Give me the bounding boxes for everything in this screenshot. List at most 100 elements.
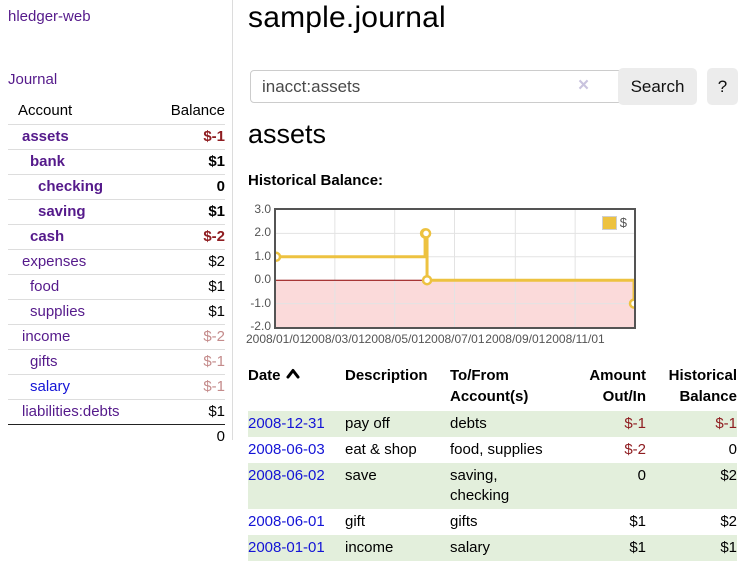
transaction-row: 2008-06-02 save saving, checking 0 $2 [248, 463, 737, 509]
y-axis-tick-label: -1.0 [250, 295, 271, 310]
y-axis-tick-label: 0.0 [254, 272, 271, 287]
series-color-swatch [601, 215, 617, 230]
account-row: gifts $-1 [8, 349, 225, 375]
y-axis-tick-label: 3.0 [254, 202, 271, 216]
sidebar-item-journal[interactable]: Journal [8, 71, 58, 88]
transaction-balance: $1 [720, 539, 737, 556]
transaction-accounts: salary [450, 539, 491, 556]
account-row: liabilities:debts $1 [8, 399, 225, 425]
account-link[interactable]: food [30, 278, 60, 295]
app-title-link[interactable]: hledger-web [8, 8, 91, 25]
account-balance: $-2 [203, 228, 225, 245]
transaction-amount: $1 [629, 539, 646, 556]
date-link[interactable]: 2008-01-01 [248, 539, 325, 556]
chart-plot-area[interactable]: $ [274, 208, 636, 329]
series-label: $ [619, 215, 627, 230]
account-balance: $-1 [203, 128, 225, 145]
account-balance: $1 [208, 303, 225, 320]
search-button[interactable]: Search [618, 68, 697, 105]
transaction-amount: 0 [637, 467, 646, 484]
account-balance: $-2 [203, 328, 225, 345]
sort-ascending-icon [286, 369, 300, 379]
account-link[interactable]: cash [30, 228, 65, 245]
transaction-amount: $1 [629, 513, 646, 530]
accounts-table-header: Account Balance [8, 100, 225, 125]
account-row: bank $1 [8, 149, 225, 175]
search-input[interactable] [250, 70, 631, 103]
y-axis-tick-label: 2.0 [254, 225, 271, 240]
transaction-row: 2008-06-03 eat & shop food, supplies $-2 0 [248, 437, 737, 463]
clear-search-icon[interactable]: × [578, 75, 590, 96]
account-heading: assets [248, 119, 327, 149]
accounts-total-value: 0 [216, 428, 225, 445]
account-link[interactable]: income [22, 328, 71, 345]
account-link[interactable]: bank [30, 153, 66, 170]
x-axis-tick-label: 2008/07/01 [424, 332, 485, 346]
transaction-balance: $-1 [715, 415, 737, 432]
date-link[interactable]: 2008-12-31 [248, 415, 325, 432]
transaction-accounts: food, supplies [450, 441, 543, 458]
account-link[interactable]: assets [22, 128, 69, 145]
date-link[interactable]: 2008-06-02 [248, 467, 325, 484]
account-link[interactable]: supplies [30, 303, 86, 320]
transaction-row: 2008-12-31 pay off debts $-1 $-1 [248, 411, 737, 437]
chart-heading: Historical Balance: [248, 172, 384, 189]
balance-column-header: Balance [170, 102, 225, 119]
transaction-amount: $-1 [624, 415, 646, 432]
account-balance: $2 [208, 253, 225, 270]
account-link[interactable]: gifts [30, 353, 58, 370]
account-link[interactable]: expenses [22, 253, 87, 270]
transaction-accounts: debts [450, 415, 487, 432]
accounts-total-row: 0 [8, 424, 225, 450]
account-link[interactable]: liabilities:debts [22, 403, 120, 420]
transaction-accounts: gifts [450, 513, 478, 530]
x-axis-tick-label: 2008/03/01 [304, 332, 365, 346]
date-link[interactable]: 2008-06-03 [248, 441, 325, 458]
x-axis-tick-label: 2008/01/01 [245, 332, 307, 346]
transaction-description: pay off [345, 415, 390, 432]
x-axis-tick-label: 2008/05/01 [364, 332, 425, 346]
date-column-header[interactable]: Date [248, 362, 345, 411]
transaction-amount: $-2 [624, 441, 646, 458]
account-link[interactable]: salary [30, 378, 71, 395]
account-balance: $1 [208, 403, 225, 420]
account-link[interactable]: checking [38, 178, 104, 195]
x-axis-tick-label: 2008/09/01 [485, 332, 546, 346]
x-axis-tick-label: 2008/11/01 [545, 332, 605, 346]
account-balance: $-1 [203, 353, 225, 370]
transaction-accounts: saving, checking [450, 467, 510, 504]
account-balance: 0 [216, 178, 225, 195]
page-title: sample.journal [248, 1, 446, 34]
account-column-header: Account [18, 102, 73, 119]
accounts-column-header: To/From Account(s) [450, 367, 529, 405]
transaction-balance: 0 [728, 441, 737, 458]
account-row: supplies $1 [8, 299, 225, 325]
y-axis-tick-label: -2.0 [250, 319, 271, 333]
balance-column-header: Historical Balance [668, 367, 737, 405]
transaction-description: eat & shop [345, 441, 417, 458]
transaction-description: income [345, 539, 394, 556]
account-row: income $-2 [8, 324, 225, 350]
account-row: cash $-2 [8, 224, 225, 250]
account-row: checking 0 [8, 174, 225, 200]
historical-balance-chart[interactable]: 3.0 2.0 1.0 0.0 -1.0 -2.0 $ 2008/01/01 2008/03… [245, 202, 645, 351]
transaction-description: save [345, 467, 377, 484]
amount-column-header: Amount Out/In [589, 367, 646, 405]
account-balance: $1 [208, 153, 225, 170]
account-balance: $1 [208, 203, 225, 220]
transaction-row: 2008-01-01 income salary $1 $1 [248, 535, 737, 561]
account-row: saving $1 [8, 199, 225, 225]
transaction-balance: $2 [720, 513, 737, 530]
account-row: expenses $2 [8, 249, 225, 275]
account-row: salary $-1 [8, 374, 225, 400]
chart-legend: $ [599, 214, 629, 231]
account-row: food $1 [8, 274, 225, 300]
account-balance: $1 [208, 278, 225, 295]
account-link[interactable]: saving [38, 203, 86, 220]
account-balance: $-1 [203, 378, 225, 395]
help-button[interactable]: ? [707, 68, 738, 105]
register-table: Date Description To/From Account(s) Amoun… [248, 362, 737, 561]
sidebar: hledger-web Journal Account Balance asse… [0, 0, 233, 445]
accounts-balance-table: Account Balance assets $-1 bank $1 checking 0… [8, 100, 225, 449]
date-link[interactable]: 2008-06-01 [248, 513, 325, 530]
